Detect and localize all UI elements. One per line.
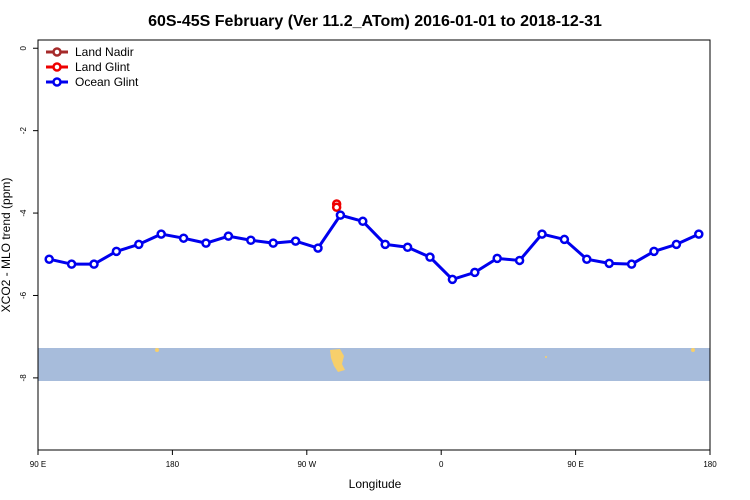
plot-frame	[37, 39, 711, 451]
point	[134, 239, 144, 250]
legend-marker	[52, 62, 62, 72]
point	[223, 231, 234, 241]
point	[402, 242, 413, 253]
point	[514, 255, 525, 266]
point	[671, 239, 682, 250]
point	[380, 239, 390, 250]
y-tick-label: 0	[19, 45, 28, 50]
x-tick-label: 180	[166, 460, 180, 469]
series-line	[48, 213, 700, 282]
legend-label: Ocean Glint	[75, 75, 139, 89]
point	[268, 238, 278, 248]
point	[66, 259, 77, 269]
land-patch	[545, 356, 547, 358]
y-tick-label: -6	[19, 291, 28, 299]
point	[626, 259, 637, 269]
point	[111, 246, 122, 257]
y-tick-label: -8	[19, 374, 28, 382]
point	[604, 258, 614, 269]
point	[694, 229, 704, 239]
y-axis-label: XCO2 - MLO trend (ppm)	[0, 178, 13, 313]
y-tick-label: -4	[19, 209, 28, 217]
point	[447, 274, 458, 285]
point	[582, 254, 592, 264]
map-strip	[38, 348, 710, 381]
legend-marker	[52, 47, 62, 57]
legend-label: Land Glint	[75, 60, 130, 74]
legend-label: Land Nadir	[75, 45, 134, 59]
point	[313, 243, 323, 253]
point	[201, 238, 211, 248]
point	[290, 236, 301, 246]
point	[331, 202, 342, 213]
point	[358, 216, 368, 227]
x-tick-label: 0	[439, 460, 444, 469]
point	[44, 254, 54, 264]
point	[246, 235, 256, 246]
legend-marker	[52, 77, 62, 87]
land-patch	[330, 349, 345, 372]
x-tick-label: 90 E	[567, 460, 583, 469]
chart-title: 60S-45S February (Ver 11.2_ATom) 2016-01…	[148, 13, 602, 30]
point	[470, 267, 480, 278]
land-patch	[155, 348, 159, 352]
point	[425, 252, 435, 262]
x-axis-label: Longitude	[349, 477, 402, 491]
point	[537, 229, 547, 239]
point	[492, 253, 502, 264]
point	[156, 229, 166, 239]
y-tick-label: -2	[19, 127, 28, 135]
ocean-band	[38, 348, 710, 381]
x-tick-label: 90 W	[297, 460, 316, 469]
point	[89, 259, 99, 269]
x-tick-label: 180	[703, 460, 717, 469]
x-tick-label: 90 E	[30, 460, 46, 469]
point	[649, 246, 659, 257]
point	[178, 233, 189, 243]
point	[335, 210, 346, 220]
point	[559, 234, 570, 245]
land-patch	[691, 348, 695, 352]
